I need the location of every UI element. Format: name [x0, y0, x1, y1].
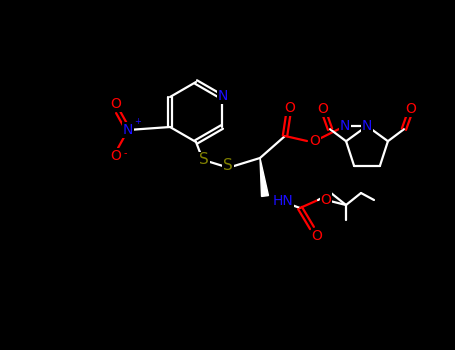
Text: S: S: [199, 153, 209, 168]
Polygon shape: [260, 158, 268, 196]
Text: O: O: [284, 101, 295, 115]
Text: N: N: [362, 119, 372, 133]
Text: HN: HN: [273, 194, 293, 208]
Text: N: N: [123, 123, 133, 137]
Text: O: O: [405, 102, 416, 116]
Text: -: -: [123, 148, 126, 158]
Text: N: N: [340, 119, 350, 133]
Text: +: +: [134, 117, 141, 126]
Text: O: O: [318, 102, 329, 116]
Text: O: O: [321, 193, 331, 207]
Text: S: S: [223, 159, 233, 174]
Text: N: N: [218, 89, 228, 103]
Text: O: O: [111, 149, 121, 163]
Text: O: O: [111, 97, 121, 111]
Text: O: O: [309, 134, 320, 148]
Text: O: O: [312, 229, 323, 243]
